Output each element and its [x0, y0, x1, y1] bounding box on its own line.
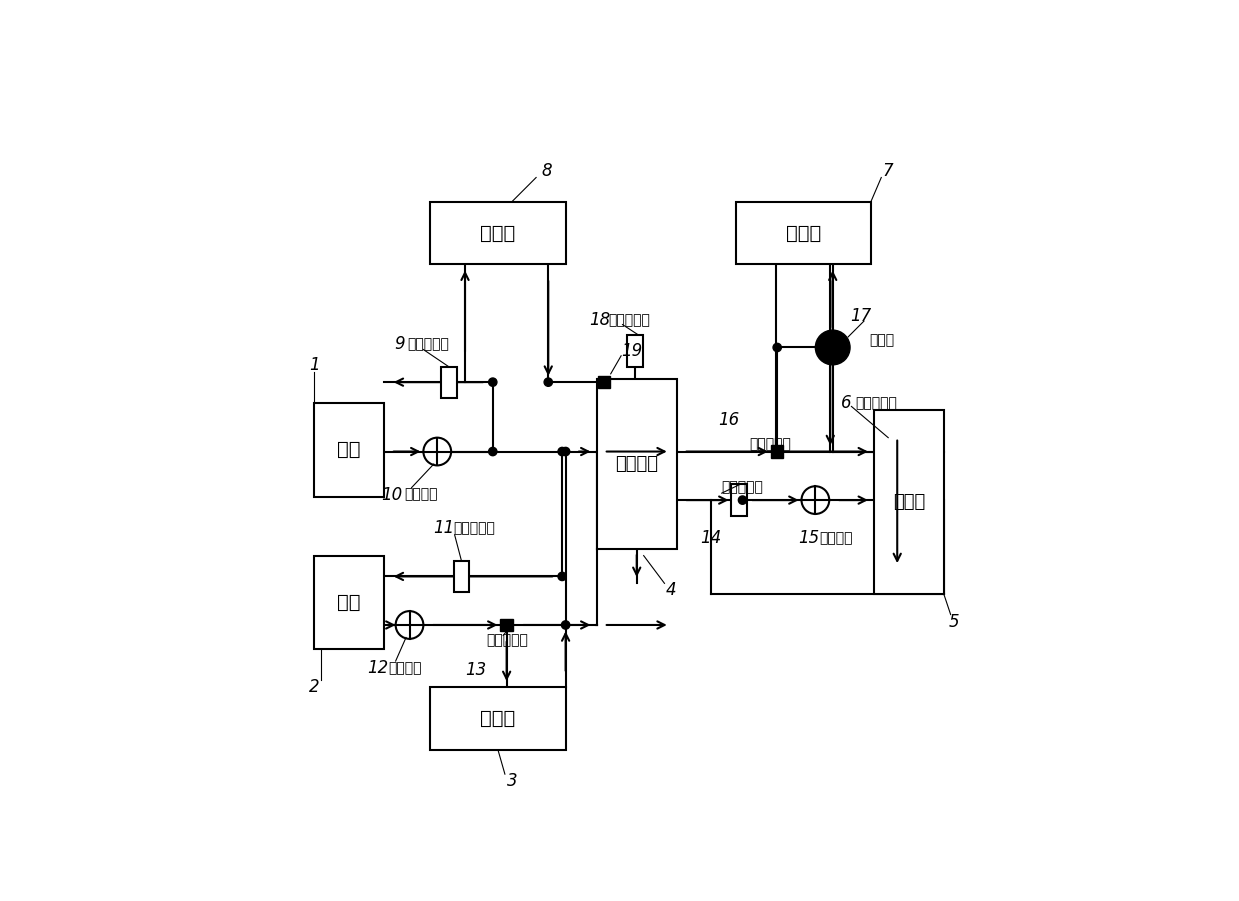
Text: 16: 16 [719, 412, 740, 429]
Text: 温度传感器: 温度传感器 [721, 480, 763, 495]
Text: 7: 7 [883, 161, 893, 179]
Text: 电子水泵: 电子水泵 [819, 532, 852, 545]
Circle shape [773, 343, 782, 351]
Text: 6: 6 [841, 394, 852, 412]
Circle shape [738, 496, 747, 505]
Circle shape [488, 448, 497, 456]
Circle shape [503, 621, 510, 629]
Circle shape [544, 378, 553, 387]
Text: 11: 11 [434, 519, 455, 537]
Bar [736, 202, 871, 264]
Text: 三通控制阀: 三通控制阀 [486, 633, 528, 647]
Text: 散热器: 散热器 [786, 223, 821, 242]
Text: 2: 2 [310, 678, 320, 696]
Bar [627, 335, 643, 367]
Text: 17: 17 [850, 307, 871, 325]
Text: 1: 1 [310, 356, 320, 374]
Text: 18: 18 [590, 311, 611, 329]
Text: 三通控制阀: 三通控制阀 [750, 438, 792, 451]
Circle shape [802, 487, 829, 514]
Text: 散热器: 散热器 [481, 223, 515, 242]
Text: 9: 9 [394, 335, 404, 353]
Text: 调温器: 调温器 [870, 333, 895, 348]
Bar [315, 403, 384, 496]
Circle shape [815, 330, 850, 365]
Bar [597, 378, 676, 549]
Bar [430, 202, 566, 264]
Text: 4: 4 [667, 581, 676, 599]
Bar [501, 619, 513, 632]
Bar [597, 376, 610, 388]
Circle shape [561, 621, 570, 629]
Circle shape [424, 438, 451, 466]
Text: 12: 12 [368, 659, 389, 677]
Text: 发动机: 发动机 [893, 493, 926, 511]
Circle shape [558, 448, 566, 456]
Text: 电子水泵: 电子水泵 [389, 661, 422, 675]
Text: 14: 14 [701, 529, 722, 547]
Circle shape [558, 572, 566, 580]
Text: 15: 15 [798, 529, 819, 547]
Bar [315, 556, 384, 650]
Circle shape [561, 448, 570, 456]
Bar [731, 485, 747, 515]
Text: 热交换器: 热交换器 [616, 455, 658, 473]
Text: 电池: 电池 [337, 441, 361, 460]
Text: 温度传感器: 温度传感器 [408, 337, 450, 351]
Text: 电机: 电机 [337, 593, 361, 612]
Bar [441, 367, 457, 397]
Bar [771, 445, 783, 458]
Text: 8: 8 [541, 161, 551, 179]
Circle shape [488, 378, 497, 387]
Text: 5: 5 [949, 613, 959, 631]
Text: 3: 3 [507, 772, 517, 790]
Bar [875, 410, 944, 594]
Bar [430, 687, 566, 750]
Text: 散热器: 散热器 [481, 709, 515, 728]
Text: 19: 19 [621, 342, 642, 359]
Text: 温度传感器: 温度传感器 [453, 521, 496, 535]
Text: 13: 13 [465, 661, 486, 679]
Text: 10: 10 [382, 486, 403, 504]
Text: 机油冷却器: 机油冷却器 [856, 396, 897, 410]
Bar [453, 560, 470, 592]
Text: 温度传感器: 温度传感器 [608, 313, 650, 327]
Text: 电子水泵: 电子水泵 [405, 487, 439, 502]
Circle shape [395, 611, 424, 639]
